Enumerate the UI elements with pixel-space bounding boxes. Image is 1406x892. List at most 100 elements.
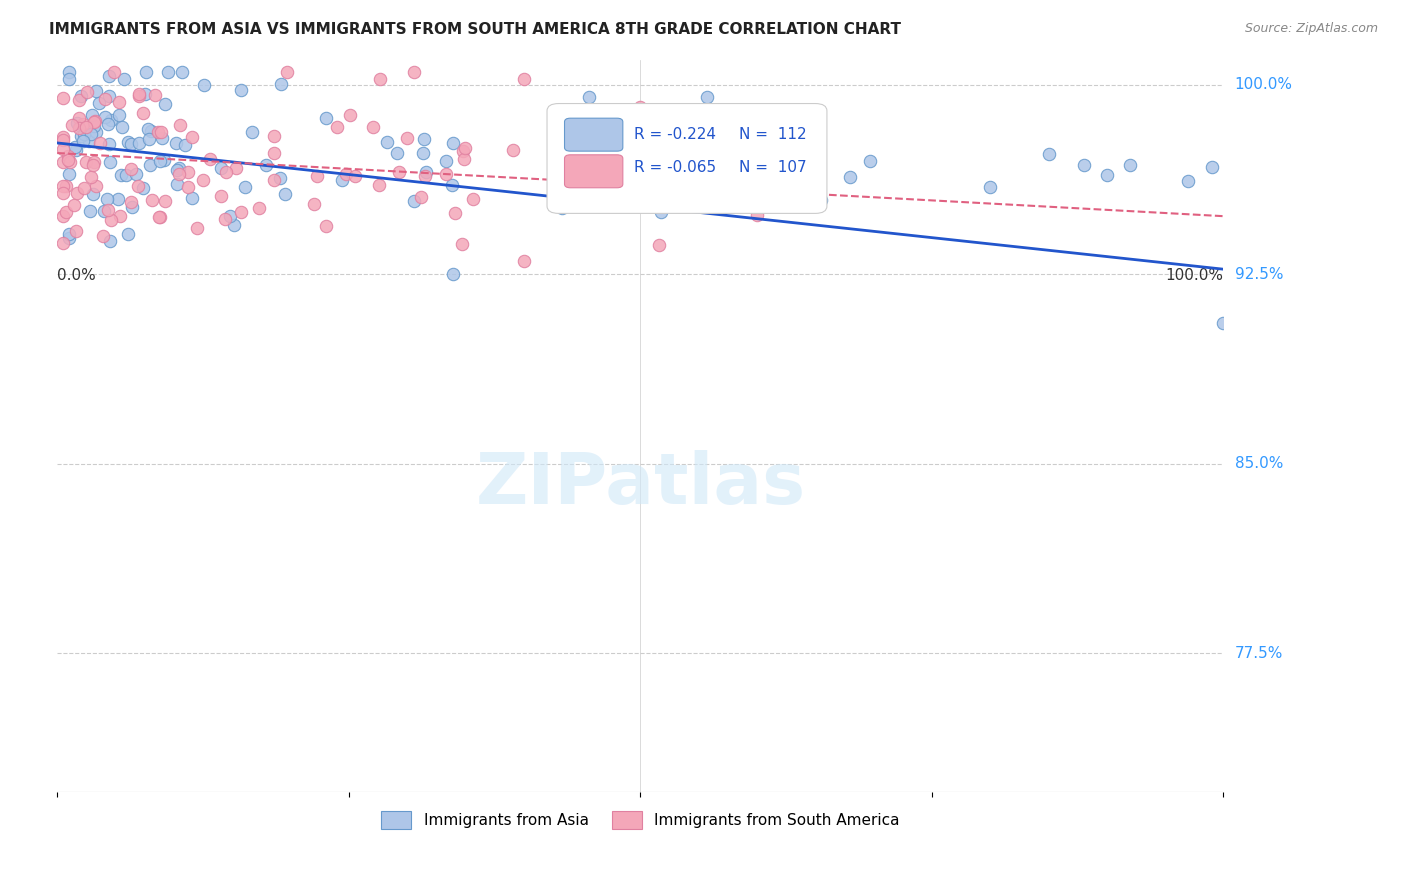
Point [1119,158,1142,172]
Text: N =  107: N = 107 [740,160,807,175]
Point [153,153,176,168]
FancyBboxPatch shape [565,155,623,187]
Point [55,205,77,219]
Point [169,118,191,132]
Point [752,154,775,169]
Point [512,253,534,268]
Text: ZIPatlas: ZIPatlas [475,450,806,519]
Point [229,83,252,97]
Point [84,114,107,128]
Text: 0.0%: 0.0% [58,268,96,284]
Point [1095,168,1118,182]
Point [67,112,90,126]
Point [66,186,89,201]
Point [343,169,366,183]
Point [86,84,108,98]
Point [315,111,337,125]
Point [70,89,93,103]
Point [602,153,624,168]
Point [1212,316,1234,330]
Point [121,194,143,209]
Point [52,133,75,147]
Point [375,135,398,149]
Point [647,168,669,182]
Point [128,136,150,151]
Point [117,227,139,242]
Point [83,119,105,133]
Text: 100.0%: 100.0% [1234,78,1292,93]
Point [56,153,79,168]
Point [138,121,160,136]
Point [441,267,464,281]
Point [652,145,675,160]
Point [63,197,86,211]
Point [84,179,107,194]
Point [93,110,115,124]
Point [70,128,93,143]
Point [745,208,768,222]
Point [110,209,132,223]
Point [254,158,277,172]
Point [139,158,162,172]
Point [96,117,118,131]
Point [167,161,190,176]
Point [77,134,100,148]
Text: 85.0%: 85.0% [1234,456,1282,471]
FancyBboxPatch shape [565,118,623,151]
Point [150,130,173,145]
Text: Source: ZipAtlas.com: Source: ZipAtlas.com [1244,22,1378,36]
Text: R = -0.224: R = -0.224 [634,127,717,142]
Point [110,168,132,182]
Point [412,131,434,145]
Point [330,173,353,187]
Text: 100.0%: 100.0% [1166,268,1223,284]
Point [177,165,200,179]
Point [72,134,94,148]
Point [404,65,426,79]
Point [148,125,170,139]
Point [96,192,118,206]
Point [67,120,90,135]
Point [86,125,108,139]
Point [153,194,176,208]
Point [578,121,600,136]
Point [436,167,458,181]
Point [127,179,149,194]
Point [859,154,882,169]
Point [80,169,103,184]
Point [73,127,96,141]
Point [120,136,142,151]
Point [368,72,391,87]
Point [193,78,215,92]
Point [571,178,593,193]
Point [165,136,187,150]
Point [125,167,148,181]
Point [444,206,467,220]
Point [696,90,718,104]
Point [58,227,80,241]
Point [263,145,285,160]
Point [83,154,105,169]
Point [1201,160,1223,174]
Point [117,135,139,149]
Point [453,153,475,167]
Point [58,72,80,87]
Point [100,113,122,128]
Point [651,161,673,175]
Point [339,107,361,121]
Point [415,165,437,179]
Point [177,180,200,194]
Point [180,130,202,145]
Point [98,69,121,83]
Point [233,180,256,194]
Point [209,161,232,175]
Point [91,228,114,243]
Point [52,209,75,223]
Point [659,194,682,209]
Point [153,96,176,111]
Point [97,88,120,103]
Point [138,131,160,145]
Point [114,168,136,182]
Point [100,213,122,227]
Point [441,136,464,150]
